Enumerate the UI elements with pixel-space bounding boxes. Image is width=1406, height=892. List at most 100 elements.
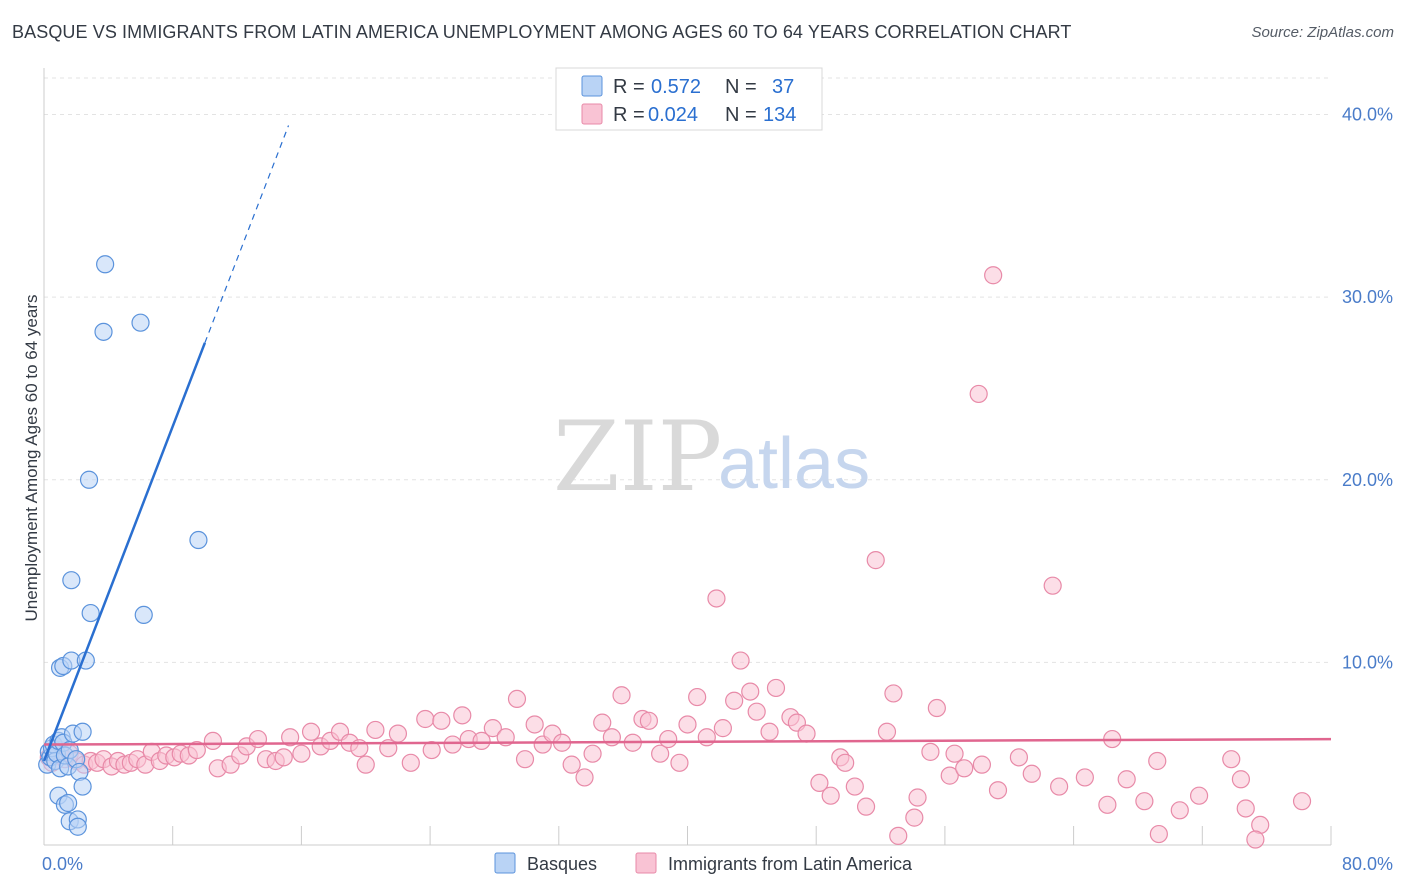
watermark-zip: ZIP: [553, 401, 722, 513]
basque-point: [73, 777, 92, 796]
grid: [44, 77, 1331, 663]
latin-point: [593, 713, 612, 732]
latin-point: [678, 715, 697, 734]
latin-n-label: N =: [725, 104, 757, 126]
latin-point: [1292, 792, 1312, 811]
latin-point: [443, 735, 462, 754]
latin-point: [1043, 576, 1062, 595]
basque-point: [73, 722, 92, 741]
legend-basques-swatch: [494, 852, 516, 874]
stats-box: R = 0.572 N = 37 R = 0.024 N = 134: [555, 67, 823, 131]
latin-point: [988, 781, 1008, 800]
latin-point: [810, 773, 829, 793]
latin-stat-swatch: [581, 103, 603, 125]
latin-point: [248, 729, 268, 749]
axes: 10.0% 20.0% 30.0% 40.0% 0.0% 80.0%: [42, 68, 1393, 874]
latin-point: [301, 722, 321, 741]
latin-point: [1189, 786, 1209, 805]
latin-point: [483, 719, 502, 738]
latin-point: [697, 728, 716, 747]
latin-point: [713, 719, 732, 738]
latin-point: [1222, 750, 1241, 769]
basque-point: [134, 605, 153, 625]
x-tick-label-min: 0.0%: [42, 854, 83, 874]
basque-r-value: 0.572: [651, 76, 701, 98]
legend-basques-label: Basques: [527, 854, 597, 874]
latin-point: [972, 755, 992, 774]
latin-point: [1098, 795, 1117, 814]
x-tick-label-max: 80.0%: [1342, 854, 1393, 874]
latin-point: [292, 744, 311, 763]
latin-point: [1149, 824, 1168, 844]
latin-point: [612, 686, 631, 705]
latin-point: [203, 731, 223, 751]
watermark: ZIP atlas: [553, 401, 870, 513]
basque-n-label: N =: [725, 76, 757, 98]
latin-point: [889, 826, 908, 845]
basque-point: [59, 793, 78, 813]
latin-point: [401, 753, 420, 772]
latin-point: [1117, 770, 1136, 789]
latin-r-value: 0.024: [648, 104, 698, 126]
basque-n-value: 37: [772, 76, 794, 98]
latin-point: [821, 786, 840, 805]
latin-point: [940, 766, 959, 785]
legend-latin-swatch: [635, 852, 657, 874]
basque-trend-extension: [204, 125, 290, 344]
latin-point: [1231, 770, 1251, 789]
basque-point: [62, 571, 81, 590]
latin-point: [651, 744, 670, 763]
latin-point: [670, 753, 689, 772]
basque-point: [189, 530, 208, 550]
latin-point: [908, 788, 927, 807]
latin-point: [1170, 801, 1189, 820]
latin-point: [725, 691, 744, 710]
latin-point: [747, 702, 766, 721]
latin-point: [905, 808, 924, 827]
latin-r-label: R =: [613, 104, 645, 126]
latin-n-value: 134: [763, 104, 796, 126]
y-axis-title: Unemployment Among Ages 60 to 64 years: [22, 295, 41, 622]
latin-point: [766, 678, 786, 698]
legend-latin-label: Immigrants from Latin America: [668, 854, 913, 874]
legend: Basques Immigrants from Latin America: [494, 852, 913, 874]
latin-point: [884, 684, 903, 703]
y-tick-label: 10.0%: [1342, 652, 1393, 672]
latin-point: [274, 748, 293, 767]
latin-point: [945, 744, 964, 763]
basque-point: [79, 470, 99, 489]
latin-point: [984, 266, 1003, 285]
latin-point: [731, 651, 750, 670]
latin-point: [866, 551, 885, 570]
latin-point: [707, 589, 726, 608]
latin-point: [1009, 748, 1029, 767]
latin-point: [921, 742, 940, 761]
basque-point: [68, 817, 87, 836]
latin-point: [281, 728, 300, 747]
latin-point: [187, 740, 206, 760]
latin-america-points: [39, 266, 1312, 849]
basque-point: [96, 255, 115, 274]
latin-point: [562, 755, 581, 774]
latin-point: [366, 720, 385, 740]
latin-point: [927, 698, 946, 718]
latin-point: [760, 722, 779, 741]
latin-point: [472, 731, 491, 751]
watermark-atlas: atlas: [718, 424, 870, 504]
latin-point: [1246, 830, 1265, 849]
y-tick-label: 40.0%: [1342, 105, 1393, 125]
basque-stat-swatch: [581, 75, 603, 97]
latin-point: [453, 706, 472, 725]
basque-trend-line: [42, 342, 207, 762]
y-tick-label: 20.0%: [1342, 470, 1393, 490]
trend-lines: [42, 125, 1332, 762]
y-tick-label: 30.0%: [1342, 287, 1393, 307]
latin-point: [422, 740, 441, 760]
source-label: Source: ZipAtlas.com: [1251, 24, 1394, 41]
latin-point: [583, 744, 602, 763]
latin-point: [969, 384, 988, 404]
latin-point: [836, 753, 855, 772]
latin-point: [877, 722, 897, 741]
latin-point: [388, 724, 408, 743]
